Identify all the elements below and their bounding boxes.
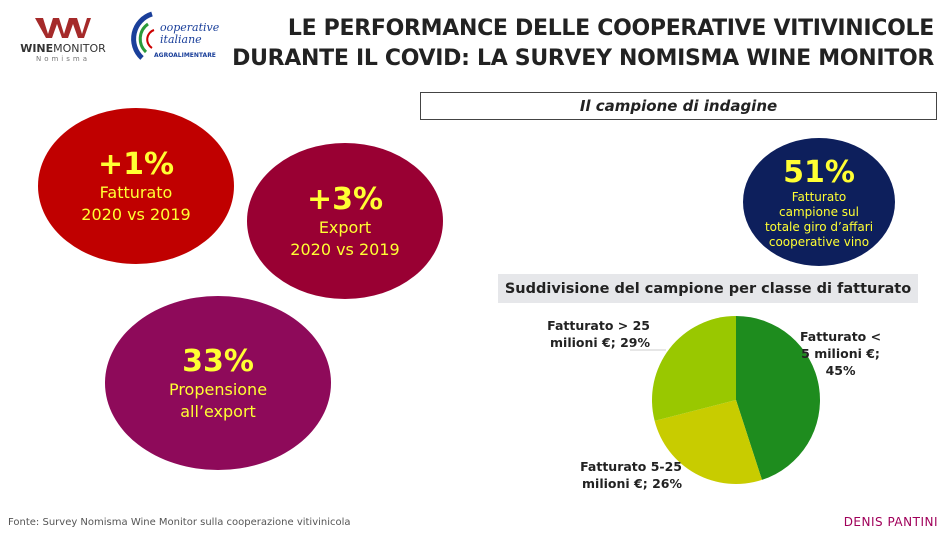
sample-value: 51% — [783, 154, 855, 190]
alleanza-cooperative-logo: ooperative italiane AGROALIMENTARE — [122, 8, 219, 64]
kpi-value: +3% — [306, 181, 384, 217]
sample-line: Fatturato — [791, 189, 847, 204]
page-title: LE PERFORMANCE DELLE COOPERATIVE VITIVIN… — [232, 14, 934, 74]
pie-label-large: Fatturato > 25 milioni €; 29% — [540, 317, 650, 351]
kpi-propensione: 33% Propensione all’export — [105, 296, 331, 470]
pie-label-small: Fatturato < 5 milioni €; 45% — [800, 328, 881, 379]
sample-line: campione sul — [779, 204, 859, 219]
sample-line: totale giro d’affari — [764, 219, 874, 234]
pie-label-medium: Fatturato 5-25 milioni €; 26% — [572, 458, 682, 492]
pie-label-line: Fatturato 5-25 — [580, 459, 682, 474]
kpi-label: Export — [318, 217, 372, 237]
pie-label-line: milioni €; 29% — [550, 335, 650, 350]
title-line-2: DURANTE IL COVID: LA SURVEY NOMISMA WINE… — [232, 46, 934, 71]
kpi-value: 33% — [182, 343, 254, 379]
sample-share-circle: 51% Fatturato campione sul totale giro d… — [743, 138, 895, 266]
chart-title: Suddivisione del campione per classe di … — [498, 274, 918, 303]
author: DENIS PANTINI — [843, 515, 938, 529]
sample-box-title: Il campione di indagine — [420, 92, 937, 120]
kpi-label: Propensione — [168, 379, 268, 399]
kpi-value: +1% — [97, 146, 175, 182]
kpi-label: Fatturato — [99, 182, 173, 202]
kpi-fatturato: +1% Fatturato 2020 vs 2019 — [38, 108, 234, 264]
kpi-export: +3% Export 2020 vs 2019 — [247, 143, 443, 299]
pie-slice-1 — [654, 400, 762, 484]
alleanza-logo-mark — [131, 11, 155, 60]
pie-label-line: 5 milioni €; — [801, 346, 880, 361]
pie-slice-2 — [652, 316, 736, 421]
sample-line: cooperative vino — [768, 234, 870, 249]
pie-label-line: milioni €; 26% — [582, 476, 682, 491]
title-line-1: LE PERFORMANCE DELLE COOPERATIVE VITIVIN… — [287, 16, 934, 41]
kpi-period: 2020 vs 2019 — [81, 204, 191, 224]
pie-slice-0 — [736, 316, 820, 480]
winemonitor-logo: WINEMONITOR Nomisma — [18, 16, 108, 63]
pie-label-line: Fatturato > 25 — [547, 318, 650, 333]
pie-label-line: Fatturato < — [800, 329, 882, 344]
source-note: Fonte: Survey Nomisma Wine Monitor sulla… — [8, 517, 351, 528]
pie-label-line: 45% — [825, 363, 856, 378]
kpi-label-2: all’export — [180, 401, 256, 421]
kpi-period: 2020 vs 2019 — [290, 239, 400, 259]
wm-logo-mark — [35, 18, 91, 38]
